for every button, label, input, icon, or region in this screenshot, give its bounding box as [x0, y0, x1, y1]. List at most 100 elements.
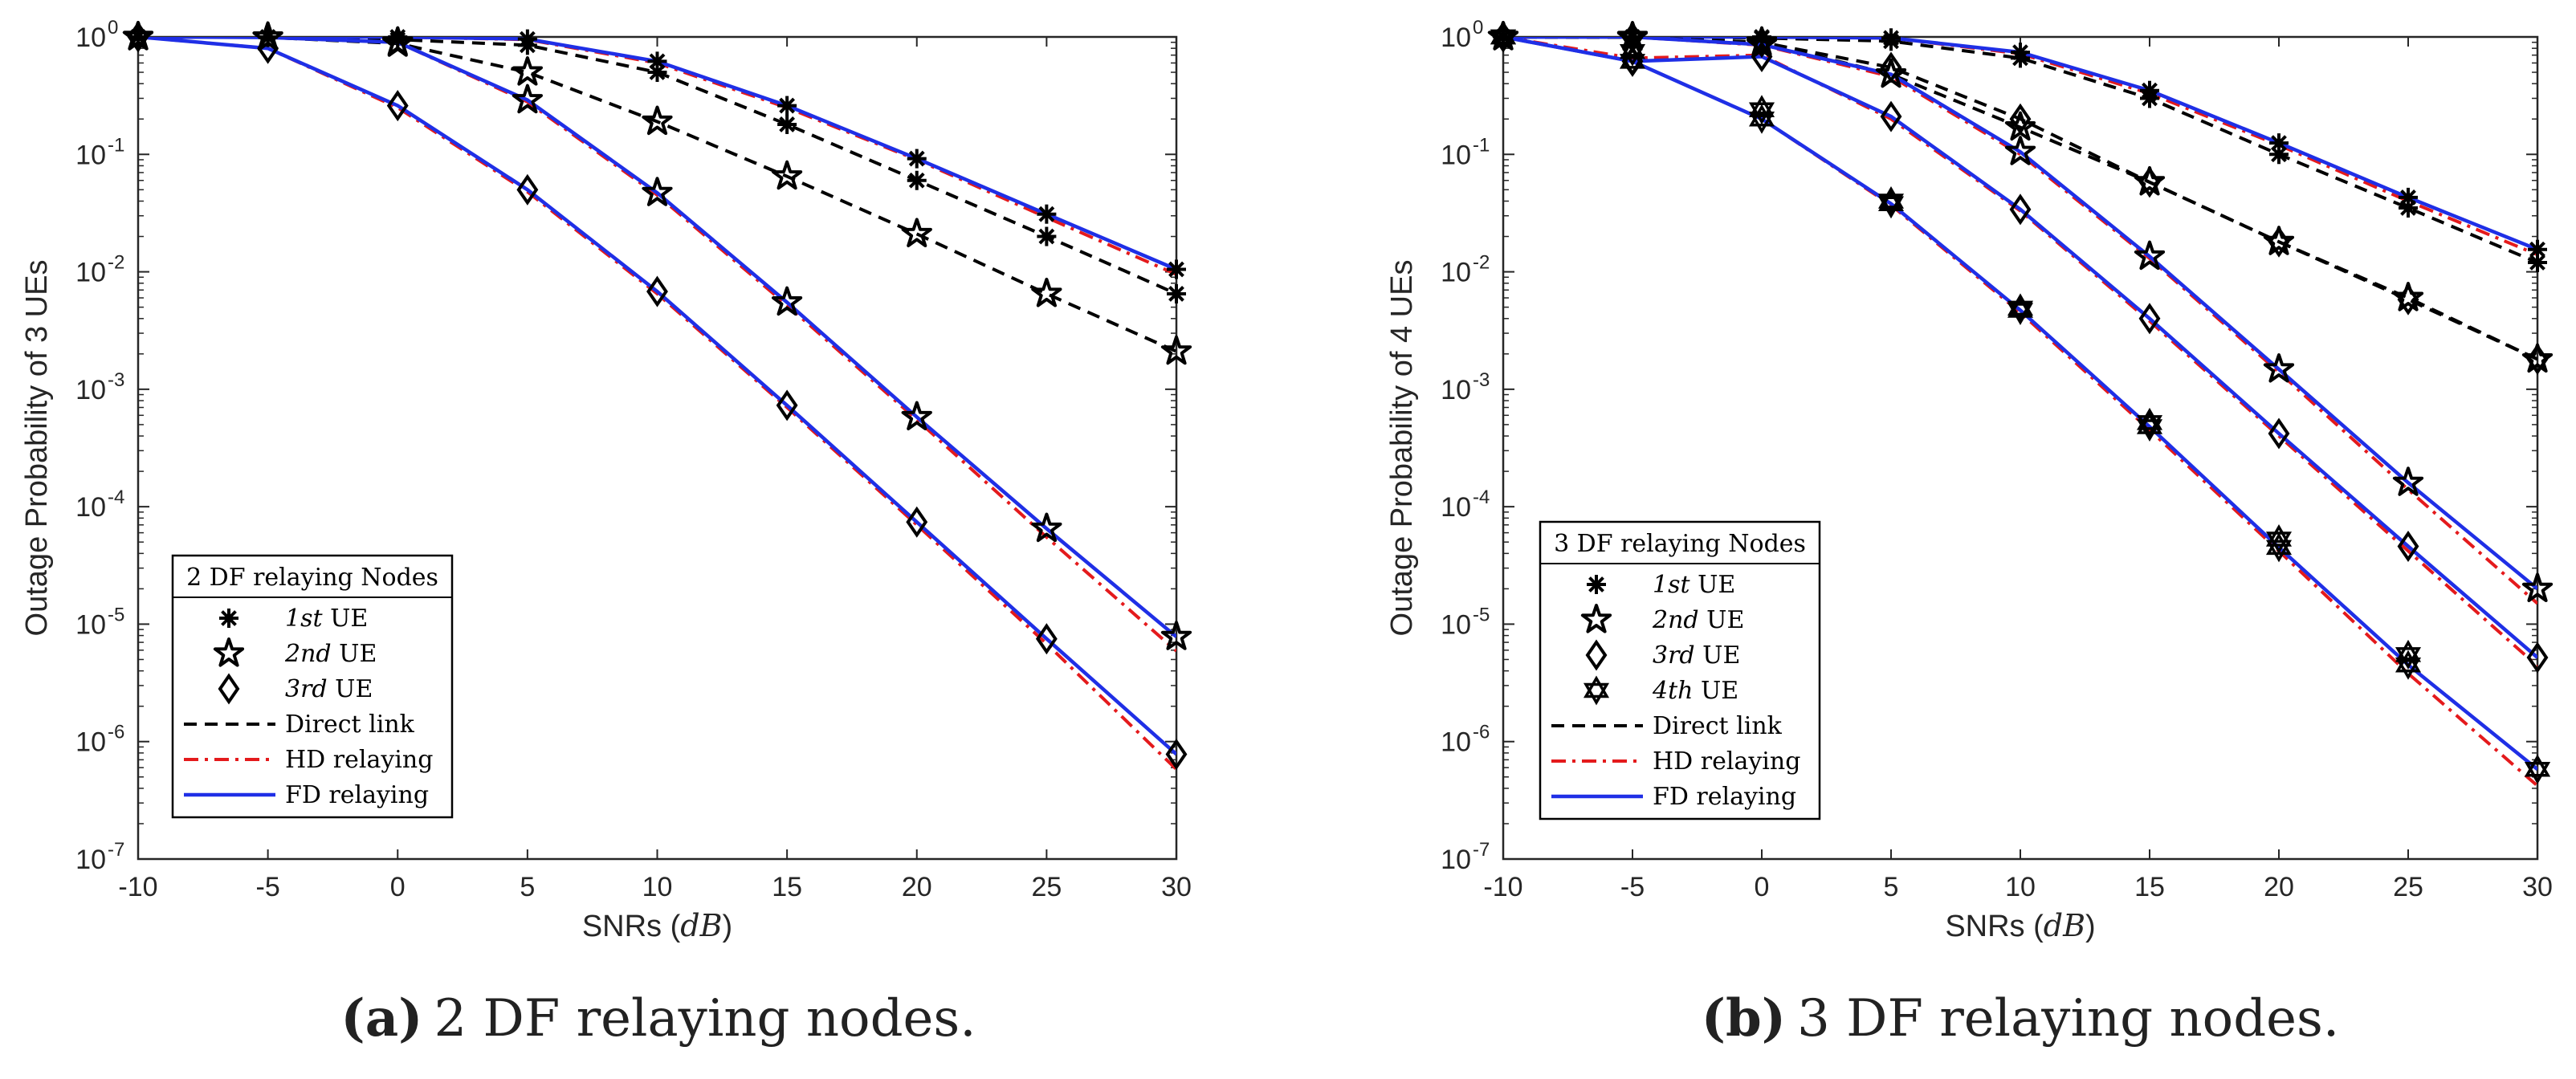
- diamond-marker: [2268, 417, 2290, 450]
- hexagram-marker: [2395, 639, 2422, 670]
- legend-entry: Direct link: [285, 711, 415, 739]
- diamond-marker: [386, 90, 409, 122]
- star5-marker: [2134, 240, 2166, 271]
- legend-entry: Direct link: [1653, 712, 1783, 740]
- x-tick-label: -10: [118, 872, 157, 902]
- x-tick-label: 10: [642, 872, 673, 902]
- series-line-hd: [1503, 37, 2537, 605]
- asterisk-marker: [2528, 239, 2547, 259]
- y-tick-exponent: -4: [1473, 487, 1490, 508]
- diamond-marker: [2526, 641, 2549, 674]
- y-tick-exponent: -5: [108, 604, 124, 625]
- legend-star5-icon: [1580, 604, 1612, 633]
- legend-box: [1539, 520, 1821, 820]
- x-tick-label: 20: [2264, 872, 2294, 902]
- hexagram-marker: [1877, 186, 1905, 216]
- marker-group: [122, 21, 1192, 771]
- star5-marker: [1746, 26, 1778, 56]
- y-tick-label: 10: [75, 492, 106, 523]
- diamond-marker: [776, 389, 798, 421]
- panel-caption: (b) 3 DF relaying nodes.: [1702, 988, 2339, 1048]
- x-tick-label: 15: [772, 872, 802, 902]
- y-tick-label: 10: [75, 375, 106, 405]
- legend-title: 2 DF relaying Nodes: [186, 564, 438, 592]
- asterisk-marker: [2140, 80, 2159, 100]
- diamond-marker: [257, 32, 279, 64]
- y-tick-exponent: -5: [1473, 604, 1490, 625]
- marker-group: [1487, 21, 2554, 784]
- x-tick-label: -10: [1483, 872, 1522, 902]
- diamond-marker: [1880, 100, 1902, 132]
- panel-caption: (a) 2 DF relaying nodes.: [340, 988, 976, 1048]
- star5-marker: [382, 26, 414, 56]
- series-group: [138, 37, 1176, 771]
- star5-marker: [642, 177, 673, 206]
- y-axis-label: Outage Probability of 3 UEs: [20, 260, 54, 637]
- asterisk-marker: [1037, 226, 1057, 246]
- star5-marker: [252, 21, 283, 51]
- hexagram-marker: [2265, 524, 2293, 554]
- x-tick-label: -5: [1620, 872, 1645, 902]
- asterisk-marker: [907, 149, 927, 169]
- y-tick-exponent: -3: [108, 369, 124, 391]
- legend-entry: FD relaying: [1653, 783, 1796, 811]
- star5-marker: [2392, 466, 2424, 496]
- star5-marker: [2004, 111, 2036, 141]
- diamond-marker: [906, 506, 928, 538]
- asterisk-marker: [2011, 43, 2030, 63]
- hexagram-marker: [1619, 36, 1646, 67]
- star5-marker: [2521, 343, 2554, 373]
- diamond-marker: [127, 21, 149, 53]
- legend-star5-icon: [213, 637, 245, 667]
- star5-marker: [1616, 21, 1649, 51]
- y-tick-label: 10: [1441, 492, 1471, 523]
- legend-entry: 3rd UE: [285, 675, 373, 703]
- series-line-fd: [138, 37, 1176, 756]
- asterisk-marker: [777, 114, 797, 134]
- x-tick-label: 0: [1755, 872, 1770, 902]
- y-tick-label: 10: [1441, 258, 1471, 288]
- legend-hexagram-icon: [1583, 675, 1610, 706]
- series-line-fd: [1503, 37, 2537, 591]
- star5-marker: [2134, 165, 2166, 196]
- y-tick-exponent: 0: [108, 17, 118, 39]
- star5-marker: [122, 21, 154, 51]
- x-tick-label: 15: [2134, 872, 2165, 902]
- y-tick-label: 10: [75, 609, 106, 640]
- legend-entry: HD relaying: [1653, 747, 1800, 776]
- asterisk-marker: [1167, 259, 1186, 279]
- star5-marker: [901, 401, 932, 430]
- y-tick-label: 10: [75, 845, 106, 875]
- y-tick-label: 10: [1441, 375, 1471, 405]
- y-tick-label: 10: [75, 258, 106, 288]
- hexagram-marker: [2524, 754, 2551, 784]
- legend-asterisk-icon: [1587, 575, 1606, 594]
- legend-box: [171, 554, 454, 819]
- y-tick-label: 10: [75, 727, 106, 758]
- hexagram-marker: [1490, 22, 1517, 52]
- star5-marker: [1160, 621, 1192, 650]
- diamond-marker: [646, 275, 668, 307]
- x-tick-label: 25: [2393, 872, 2423, 902]
- star5-marker: [772, 160, 803, 190]
- y-tick-label: 10: [1441, 609, 1471, 640]
- series-line-fd: [138, 37, 1176, 638]
- legend-entry: 2nd UE: [1652, 606, 1744, 634]
- star5-marker: [512, 56, 543, 86]
- diamond-marker: [516, 173, 539, 206]
- star5-marker: [642, 105, 673, 136]
- hexagram-marker: [1748, 95, 1775, 125]
- hexagram-marker: [2136, 407, 2163, 438]
- y-tick-exponent: -3: [1473, 369, 1490, 391]
- y-tick-label: 10: [1441, 22, 1471, 53]
- diamond-marker: [2138, 303, 2161, 335]
- diamond-marker: [2397, 283, 2419, 316]
- y-tick-exponent: -6: [108, 722, 124, 743]
- legend-entry: 1st UE: [285, 605, 368, 633]
- legend-asterisk-icon: [219, 609, 238, 628]
- x-tick-label: -5: [256, 872, 280, 902]
- y-tick-exponent: -6: [1473, 722, 1490, 743]
- star5-marker: [1031, 277, 1062, 307]
